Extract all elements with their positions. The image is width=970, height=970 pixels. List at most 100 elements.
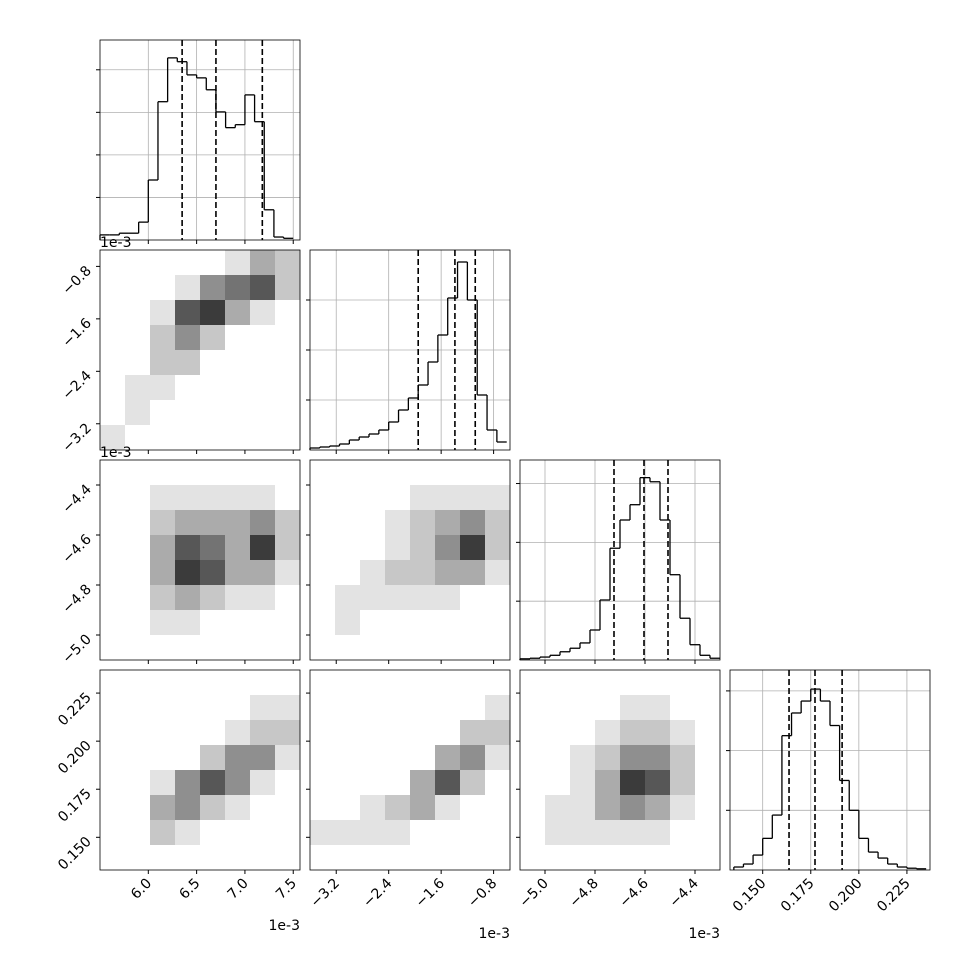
density-cell [100, 720, 126, 746]
density-cell [645, 770, 671, 796]
density-cell [125, 425, 151, 451]
density-cell [150, 585, 176, 611]
density-cell [125, 325, 151, 351]
density-cell [410, 635, 436, 661]
density-cell [275, 745, 301, 771]
panel-frame [729, 669, 931, 871]
density-cell [335, 670, 361, 696]
y-tick-label: −1.6 [59, 315, 94, 350]
density-cell [595, 770, 621, 796]
density-cell [360, 485, 386, 511]
density-cell [595, 820, 621, 846]
density-cell [200, 460, 226, 486]
density-cell [200, 535, 226, 561]
y-tick-label: −3.2 [59, 420, 94, 455]
density-cell [125, 535, 151, 561]
density-cell [100, 300, 126, 326]
density-cell [275, 535, 301, 561]
density-cell [200, 585, 226, 611]
density-cell [125, 795, 151, 821]
density-cell [100, 400, 126, 426]
y-tick-label: −4.6 [59, 531, 94, 566]
density-cell [485, 585, 511, 611]
density-cell [335, 820, 361, 846]
density-cell [695, 745, 721, 771]
y-tick-label: 0.200 [55, 738, 95, 778]
density-cell [125, 635, 151, 661]
density-cell [310, 695, 336, 721]
y-tick-label: −2.4 [59, 368, 94, 403]
density-cell [410, 695, 436, 721]
density-cell [225, 585, 251, 611]
density-cell [670, 820, 696, 846]
density-cell [460, 695, 486, 721]
density-cell [250, 745, 276, 771]
density-cell [460, 795, 486, 821]
density-cell [435, 610, 461, 636]
density-cell [460, 585, 486, 611]
density-cell [200, 845, 226, 871]
density-cell [570, 820, 596, 846]
density-cell [225, 695, 251, 721]
density-cell [225, 485, 251, 511]
panel-frame [309, 249, 511, 451]
density-cell [275, 350, 301, 376]
density-cell [360, 635, 386, 661]
density-cell [435, 845, 461, 871]
density-cell [225, 720, 251, 746]
density-cell [360, 770, 386, 796]
density-cell [225, 820, 251, 846]
density-cell [335, 460, 361, 486]
density-cell [125, 560, 151, 586]
x-tick-label: 6.5 [176, 876, 203, 903]
density-cell [620, 695, 646, 721]
density-cell [410, 560, 436, 586]
density-cell [175, 770, 201, 796]
density-cell [275, 845, 301, 871]
density-cell [100, 510, 126, 536]
density-cell [310, 745, 336, 771]
density-cell [250, 770, 276, 796]
density-cell [335, 695, 361, 721]
density-cell [410, 670, 436, 696]
density-cell [250, 670, 276, 696]
density-cell [250, 635, 276, 661]
density-cell [275, 275, 301, 301]
density-cell [275, 460, 301, 486]
density-cell [335, 610, 361, 636]
density-cell [250, 510, 276, 536]
density-cell [225, 610, 251, 636]
density-cell [250, 695, 276, 721]
panel-frame [99, 39, 301, 241]
density-cell [200, 610, 226, 636]
density-cell [200, 350, 226, 376]
density-cell [335, 720, 361, 746]
density-cell [485, 610, 511, 636]
density-cell [275, 670, 301, 696]
density-cell [275, 300, 301, 326]
density-cell [200, 635, 226, 661]
density-cell [385, 670, 411, 696]
density-cell [570, 670, 596, 696]
x-tick-label: 6.0 [128, 876, 155, 903]
density-cell [275, 510, 301, 536]
density-cell [670, 720, 696, 746]
x-offset-label: 1e-3 [269, 918, 300, 934]
density-cell [620, 820, 646, 846]
density-cell [275, 250, 301, 276]
density-cell [175, 670, 201, 696]
density-cell [645, 670, 671, 696]
density-cell [150, 425, 176, 451]
density-cell [385, 695, 411, 721]
density-cell [250, 250, 276, 276]
density-cell [200, 695, 226, 721]
density-cell [275, 400, 301, 426]
density-cell [410, 795, 436, 821]
density-cell [225, 350, 251, 376]
density-cell [460, 770, 486, 796]
x-offset-label: 1e-3 [479, 926, 510, 942]
x-offset-label: 1e-3 [689, 926, 720, 942]
density-cell [360, 720, 386, 746]
density-cell [150, 770, 176, 796]
density-cell [570, 695, 596, 721]
